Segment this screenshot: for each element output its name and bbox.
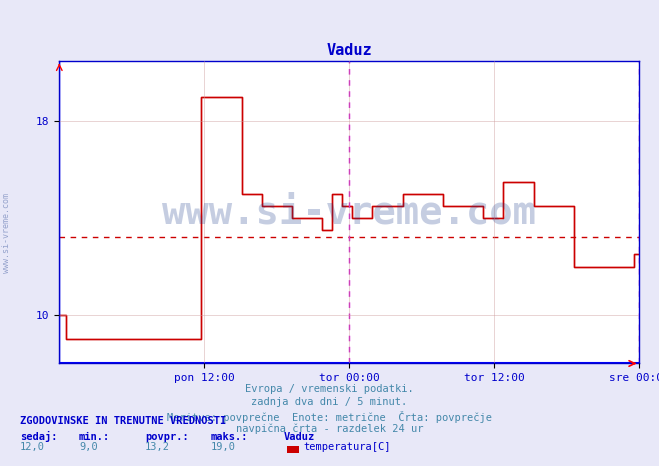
Title: Vaduz: Vaduz [326, 43, 372, 58]
Text: temperatura[C]: temperatura[C] [303, 442, 391, 452]
Text: 19,0: 19,0 [211, 442, 236, 452]
Text: povpr.:: povpr.: [145, 432, 188, 442]
Text: ZGODOVINSKE IN TRENUTNE VREDNOSTI: ZGODOVINSKE IN TRENUTNE VREDNOSTI [20, 417, 226, 426]
Text: Vaduz: Vaduz [283, 432, 314, 442]
Text: www.si-vreme.com: www.si-vreme.com [2, 193, 11, 273]
Text: sedaj:: sedaj: [20, 432, 57, 442]
Text: min.:: min.: [79, 432, 110, 442]
Text: 12,0: 12,0 [20, 442, 45, 452]
Text: zadnja dva dni / 5 minut.: zadnja dva dni / 5 minut. [251, 397, 408, 407]
Text: 9,0: 9,0 [79, 442, 98, 452]
Text: 13,2: 13,2 [145, 442, 170, 452]
Text: www.si-vreme.com: www.si-vreme.com [162, 193, 536, 231]
Text: maks.:: maks.: [211, 432, 248, 442]
Text: navpična črta - razdelek 24 ur: navpična črta - razdelek 24 ur [236, 424, 423, 434]
Text: Meritve: povprečne  Enote: metrične  Črta: povprečje: Meritve: povprečne Enote: metrične Črta:… [167, 411, 492, 423]
Text: Evropa / vremenski podatki.: Evropa / vremenski podatki. [245, 384, 414, 394]
